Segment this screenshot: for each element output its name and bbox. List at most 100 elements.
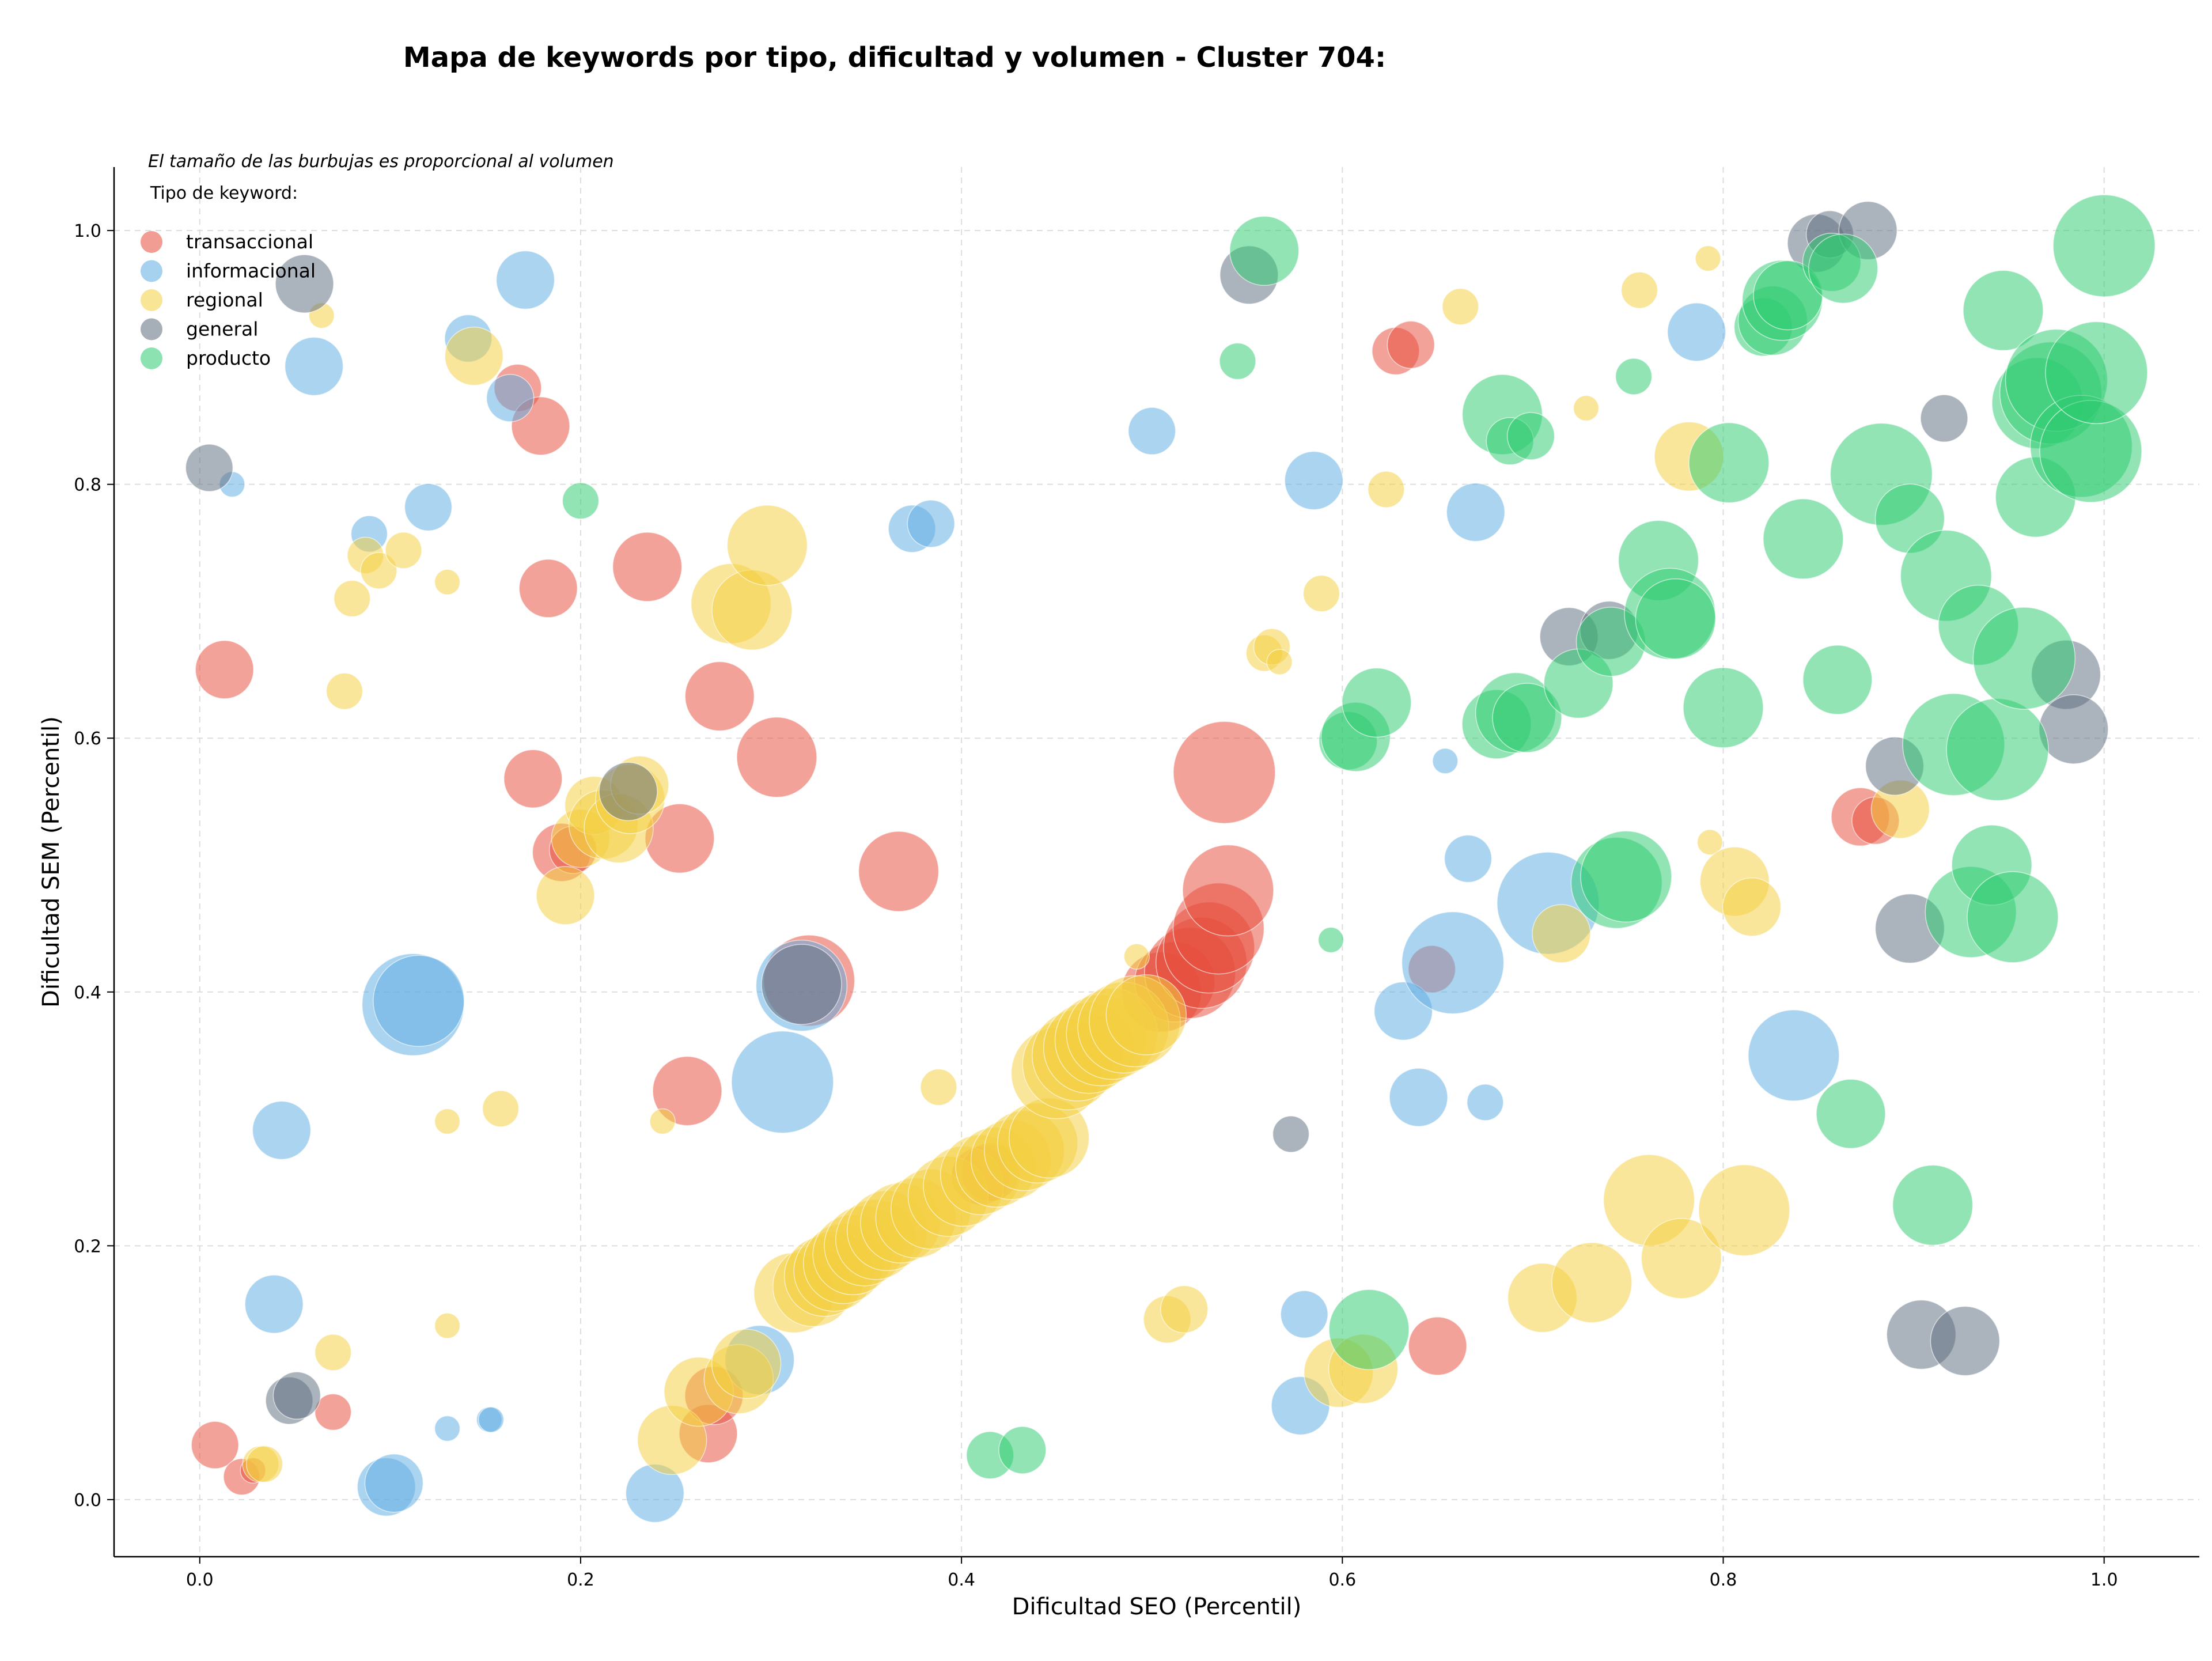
bubble-regional (1620, 271, 1658, 309)
bubble-informacional (1444, 834, 1493, 883)
legend-marker (141, 347, 162, 369)
bubble-transaccional (1387, 320, 1435, 369)
bubble-producto (998, 1426, 1047, 1474)
bubble-producto (1229, 215, 1300, 286)
bubble-informacional (1401, 911, 1505, 1015)
bubble-regional (1573, 395, 1600, 422)
bubble-producto (1802, 645, 1873, 715)
legend: El tamaño de las burbujas es proporciona… (141, 152, 614, 369)
legend-label: transaccional (186, 230, 313, 253)
legend-item-transaccional: transaccional (141, 230, 313, 253)
bubble-producto (1506, 412, 1555, 460)
series-informacional (219, 250, 1840, 1523)
y-tick-label: 1.0 (74, 221, 101, 241)
y-tick-label: 0.0 (74, 1490, 101, 1511)
bubble-regional (333, 580, 371, 618)
bubble-transaccional (314, 1393, 352, 1431)
bubble-producto (1580, 830, 1672, 923)
bubble-regional (1551, 1242, 1633, 1323)
bubble-informacional (1446, 482, 1505, 542)
bubble-transaccional (1182, 844, 1274, 937)
x-tick-label: 0.8 (1710, 1570, 1737, 1590)
bubble-producto (1963, 270, 2044, 351)
bubble-transaccional (195, 640, 254, 699)
bubble-regional (1442, 288, 1479, 326)
bubble-regional (444, 326, 504, 386)
legend-item-general: general (141, 318, 258, 340)
bubble-regional (245, 1445, 283, 1483)
bubble-informacional (478, 1406, 505, 1433)
y-axis-label: Dificultad SEM (Percentil) (38, 716, 65, 1008)
bubble-general (272, 1371, 321, 1420)
bubble-informacional (404, 483, 453, 532)
bubble-regional (1105, 974, 1187, 1055)
bubble-regional (920, 1068, 957, 1106)
y-tick-label: 0.2 (74, 1236, 101, 1257)
bubble-informacional (373, 955, 465, 1047)
bubble-producto (1808, 233, 1878, 304)
y-ticks: 0.0 0.2 0.4 0.6 0.8 1.0 (74, 221, 114, 1511)
x-tick-label: 0.4 (948, 1570, 975, 1590)
bubble-regional (711, 1329, 782, 1399)
bubble-producto (1892, 1164, 1974, 1246)
bubble-transaccional (191, 1421, 239, 1469)
bubble-producto (1635, 578, 1717, 660)
series-regional (242, 245, 1930, 1483)
bubble-transaccional (858, 831, 940, 912)
bubble-producto (1967, 871, 2059, 963)
legend-label: producto (186, 347, 271, 369)
bubble-informacional (907, 500, 955, 548)
bubble-regional (482, 1090, 520, 1127)
bubble-transaccional (684, 661, 755, 732)
bubble-producto (1317, 926, 1344, 954)
y-tick-label: 0.4 (74, 983, 101, 1003)
bubble-producto (1816, 1079, 1886, 1149)
bubble-regional (649, 1108, 676, 1135)
x-tick-label: 0.6 (1328, 1570, 1356, 1590)
bubble-regional (536, 866, 595, 925)
legend-marker (141, 260, 162, 282)
bubble-producto (2052, 194, 2156, 297)
bubble-producto (2045, 321, 2148, 425)
bubble-regional (314, 1334, 352, 1371)
bubble-informacional (1127, 407, 1176, 455)
axes (113, 167, 2199, 1558)
bubble-regional (1160, 1285, 1209, 1334)
bubble-regional (1722, 877, 1782, 937)
bubble-producto (1688, 422, 1770, 504)
grid-lines (114, 167, 2199, 1557)
bubble-general (1920, 394, 1968, 442)
x-tick-label: 0.0 (186, 1570, 214, 1590)
legend-label: general (186, 318, 258, 340)
bubble-regional (434, 1312, 461, 1339)
x-tick-label: 0.2 (567, 1570, 594, 1590)
bubble-informacional (1666, 302, 1726, 362)
legend-marker (141, 318, 162, 340)
bubble-informacional (486, 374, 535, 422)
x-tick-label: 1.0 (2090, 1570, 2118, 1590)
legend-item-producto: producto (141, 347, 271, 369)
legend-label: regional (186, 289, 263, 311)
legend-marker (141, 231, 162, 253)
legend-marker (141, 289, 162, 311)
bubble-regional (1696, 829, 1724, 856)
bubble-regional (385, 531, 422, 569)
legend-item-regional: regional (141, 289, 263, 311)
bubble-transaccional (503, 749, 563, 808)
bubble-producto (1763, 498, 1844, 580)
bubble-informacional (252, 1100, 312, 1160)
bubble-general (185, 444, 234, 492)
size-note: El tamaño de las burbujas es proporciona… (148, 152, 614, 172)
legend-item-informacional: informacional (141, 260, 316, 282)
bubble-regional (1532, 904, 1591, 963)
bubble-informacional (1467, 1084, 1504, 1121)
bubbles (185, 194, 2156, 1523)
bubble-regional (1266, 649, 1293, 675)
bubble-general (275, 254, 334, 313)
bubble-transaccional (652, 1055, 722, 1126)
bubble-regional (360, 552, 397, 589)
bubble-regional (1123, 943, 1150, 970)
y-tick-label: 0.6 (74, 729, 101, 749)
bubble-producto (1946, 698, 2049, 801)
